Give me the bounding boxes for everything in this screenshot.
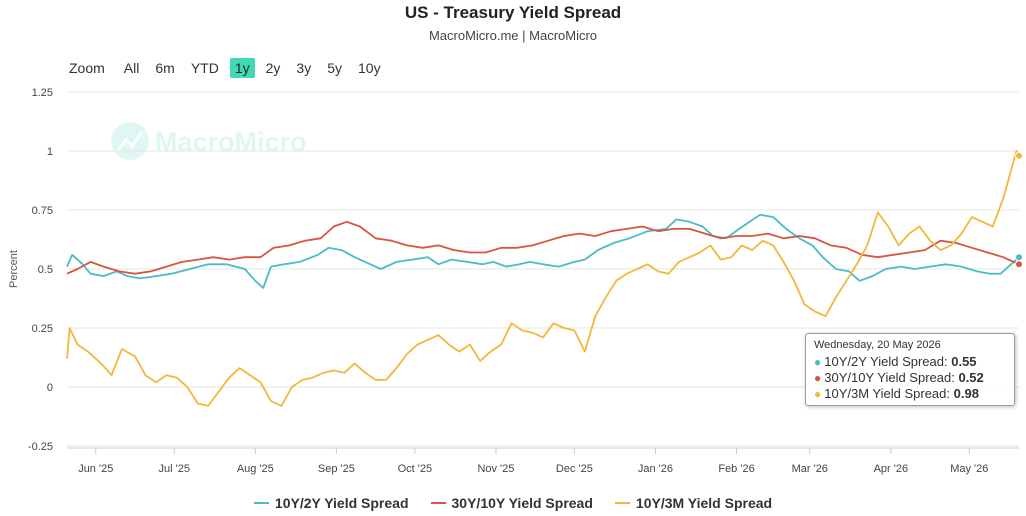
logo-trend-icon: [116, 131, 144, 151]
legend-label: 30Y/10Y Yield Spread: [451, 495, 593, 511]
series-dot-icon: ●: [814, 387, 822, 401]
x-tick-label: Feb '26: [718, 463, 754, 475]
tooltip-label: 30Y/10Y Yield Spread:: [824, 370, 955, 385]
x-tick-label: May '26: [950, 463, 988, 475]
tooltip-row: ● 10Y/3M Yield Spread: 0.98: [814, 386, 1006, 402]
y-tick-label: -0.25: [28, 441, 53, 453]
y-tick-label: 1: [47, 146, 53, 158]
zoom-button-2y[interactable]: 2y: [265, 60, 281, 76]
y-tick-label: 0: [47, 382, 53, 394]
hover-point-marker: [1015, 151, 1023, 160]
zoom-bar: Zoom All 6m YTD 1y 2y 3y 5y 10y: [69, 58, 392, 78]
tooltip-label: 10Y/3M Yield Spread:: [824, 386, 950, 401]
tooltip-label: 10Y/2Y Yield Spread:: [824, 354, 948, 369]
tooltip-value: 0.55: [951, 354, 977, 369]
zoom-button-ytd[interactable]: YTD: [190, 60, 219, 76]
chart-subtitle: MacroMicro.me | MacroMicro: [428, 28, 598, 43]
tooltip-date: Wednesday, 20 May 2026: [814, 339, 941, 351]
zoom-button-3y[interactable]: 3y: [296, 60, 312, 76]
legend-swatch: [614, 502, 630, 504]
watermark-logo: [111, 122, 149, 160]
zoom-button-1y[interactable]: 1y: [229, 58, 255, 78]
series-dot-icon: ●: [814, 371, 822, 385]
y-tick-label: 0.75: [32, 205, 53, 217]
chart-title: US - Treasury Yield Spread: [404, 3, 622, 22]
hover-point-marker: [1015, 260, 1023, 269]
x-tick-label: Nov '25: [477, 463, 514, 475]
series-line-0: [66, 213, 1020, 289]
legend-swatch: [253, 502, 269, 504]
x-tick-label: Jan '26: [638, 463, 673, 475]
y-tick-label: 0.5: [38, 264, 53, 276]
zoom-button-all[interactable]: All: [123, 60, 140, 76]
x-tick-label: Apr '26: [874, 463, 909, 475]
chart-tooltip: Wednesday, 20 May 2026 ● 10Y/2Y Yield Spr…: [805, 333, 1015, 406]
x-tick-label: Mar '26: [792, 463, 828, 475]
logo-icon: [111, 122, 149, 160]
series-line-1: [66, 220, 1020, 275]
zoom-button-6m[interactable]: 6m: [155, 60, 175, 76]
zoom-button-5y[interactable]: 5y: [327, 60, 342, 76]
x-tick-label: Sep '25: [318, 463, 355, 475]
watermark-text: MacroMicro: [155, 127, 307, 157]
legend-label: 10Y/2Y Yield Spread: [274, 495, 409, 511]
zoom-label: Zoom: [69, 60, 105, 76]
y-tick-label: 0.25: [32, 323, 53, 335]
x-tick-label: Jun '25: [78, 463, 113, 475]
y-axis-title: Percent: [8, 250, 20, 288]
tooltip-value: 0.52: [958, 370, 984, 385]
zoom-button-10y[interactable]: 10y: [358, 60, 381, 76]
x-tick-label: Oct '25: [398, 463, 433, 475]
tooltip-row: ● 10Y/2Y Yield Spread: 0.55: [814, 354, 1006, 370]
hover-point-marker: [1015, 253, 1023, 262]
tooltip-row: ● 30Y/10Y Yield Spread: 0.52: [814, 370, 1006, 386]
series-line-2: [66, 150, 1020, 407]
legend-item-10y3m[interactable]: 10Y/3M Yield Spread: [614, 495, 773, 511]
series-dot-icon: ●: [814, 355, 822, 369]
legend-swatch: [430, 502, 446, 504]
y-tick-label: 1.25: [32, 87, 53, 99]
tooltip-value: 0.98: [953, 386, 979, 401]
x-tick-label: Dec '25: [556, 463, 593, 475]
x-tick-label: Aug '25: [237, 463, 274, 475]
chart-legend: 10Y/2Y Yield Spread 30Y/10Y Yield Spread…: [0, 495, 1026, 511]
legend-item-30y10y[interactable]: 30Y/10Y Yield Spread: [430, 495, 593, 511]
legend-item-10y2y[interactable]: 10Y/2Y Yield Spread: [253, 495, 409, 511]
legend-label: 10Y/3M Yield Spread: [635, 495, 773, 511]
x-tick-label: Jul '25: [159, 463, 190, 475]
